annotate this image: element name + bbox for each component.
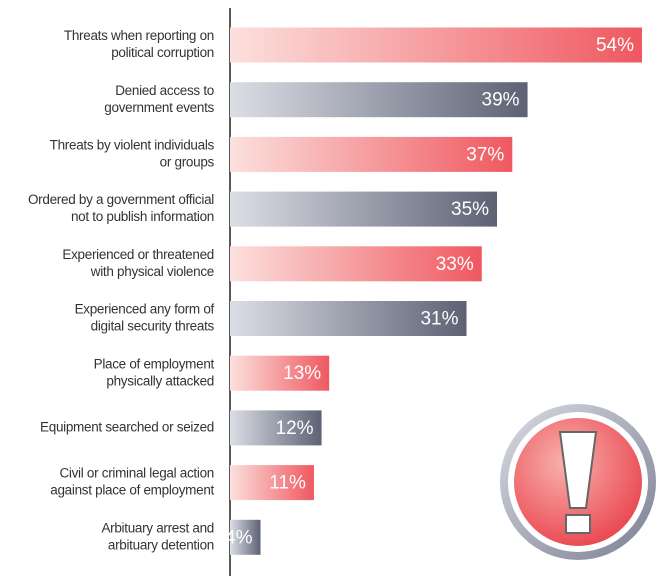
value-label: 35%: [451, 199, 489, 220]
value-label: 13%: [283, 363, 321, 384]
value-label: 39%: [482, 90, 520, 111]
category-label: government events: [104, 100, 214, 115]
category-label: against place of employment: [50, 483, 214, 498]
value-label: 12%: [276, 418, 314, 439]
category-label: Threats by violent individuals: [50, 137, 215, 152]
category-label: Arbituary arrest and: [101, 520, 214, 535]
bar: [230, 27, 642, 63]
category-label: political corruption: [111, 45, 214, 60]
category-label: physically attacked: [106, 373, 214, 388]
bar: [230, 301, 467, 336]
value-label: 11%: [269, 473, 306, 494]
category-label: Experienced or threatened: [62, 247, 214, 262]
category-label: or groups: [160, 154, 215, 169]
category-label: not to publish information: [71, 209, 214, 224]
bar: [230, 191, 498, 227]
value-label: 33%: [436, 254, 474, 275]
value-label: 37%: [466, 144, 504, 165]
bar: [230, 519, 261, 555]
category-label: arbituary detention: [108, 537, 214, 552]
category-label: Experienced any form of: [75, 302, 215, 317]
bar: [230, 465, 314, 501]
bar: [230, 246, 482, 282]
value-label: 4%: [225, 527, 253, 548]
category-label: Civil or criminal legal action: [59, 466, 214, 481]
warning-icon: [500, 404, 656, 560]
category-label: Threats when reporting on: [64, 28, 214, 43]
category-label: Denied access to: [115, 83, 214, 98]
category-label: Place of employment: [94, 356, 215, 371]
bar: [230, 410, 322, 446]
bar: [230, 136, 513, 172]
bar: [230, 355, 330, 391]
value-label: 54%: [596, 35, 634, 56]
category-label: Equipment searched or seized: [40, 419, 214, 434]
category-label: Ordered by a government official: [28, 192, 214, 207]
category-label: with physical violence: [90, 264, 214, 279]
category-label: digital security threats: [91, 319, 215, 334]
bar: [230, 82, 528, 118]
value-label: 31%: [420, 309, 458, 330]
